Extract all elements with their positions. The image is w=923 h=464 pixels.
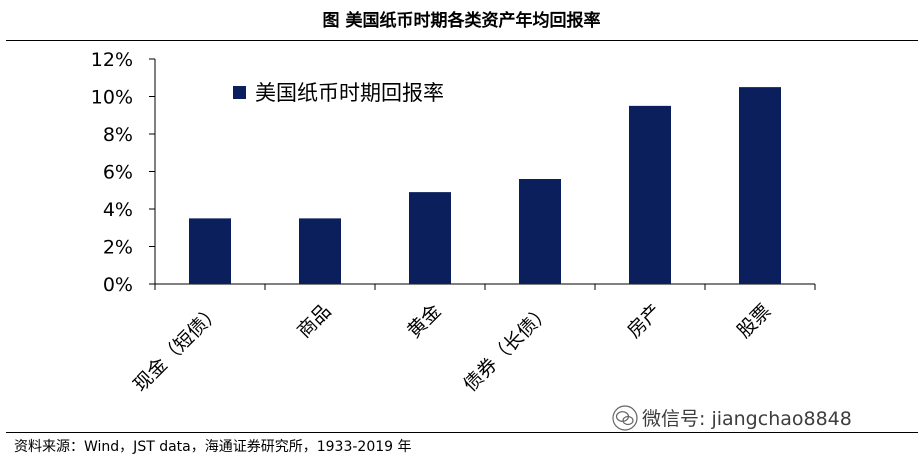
top-divider: [6, 40, 918, 41]
legend-swatch: [233, 86, 246, 99]
legend-label: 美国纸币时期回报率: [255, 81, 444, 105]
y-tick-label: 0%: [103, 274, 133, 296]
y-tick-label: 2%: [103, 237, 133, 259]
bottom-divider: [6, 432, 918, 433]
bar: [629, 105, 671, 284]
y-tick-label: 6%: [103, 162, 133, 184]
x-category-label: 股票: [733, 300, 775, 342]
watermark-text: 微信号: jiangchao8848: [642, 408, 852, 430]
y-tick-label: 4%: [103, 199, 133, 221]
chart-axes: [149, 58, 816, 290]
chart-bars: [189, 87, 781, 284]
bar: [189, 218, 231, 284]
bar-chart: 0% 2% 4% 6% 8% 10% 12% 现金（短债） 商品 黄金 债券（长债） 房产 股票 美国纸…: [91, 49, 816, 396]
x-category-label: 债券（长债）: [459, 300, 555, 396]
y-tick-label: 12%: [91, 49, 133, 71]
y-tick-label: 10%: [91, 87, 133, 109]
wechat-icon: [612, 404, 638, 431]
bar: [519, 179, 561, 284]
x-category-label: 黄金: [403, 300, 445, 342]
x-category-label: 房产: [623, 300, 665, 342]
source-note: 资料来源：Wind，JST data，海通证券研究所，1933-2019 年: [14, 439, 412, 455]
chart-title: 图 美国纸币时期各类资产年均回报率: [322, 11, 601, 31]
chart-legend: 美国纸币时期回报率: [233, 81, 444, 105]
bar: [409, 192, 451, 284]
bar: [299, 218, 341, 284]
x-category-label: 现金（短债）: [129, 300, 225, 396]
y-tick-label: 8%: [103, 124, 133, 146]
bar: [739, 87, 781, 284]
x-category-label: 商品: [293, 300, 335, 342]
wechat-watermark: 微信号: jiangchao8848: [612, 404, 852, 431]
